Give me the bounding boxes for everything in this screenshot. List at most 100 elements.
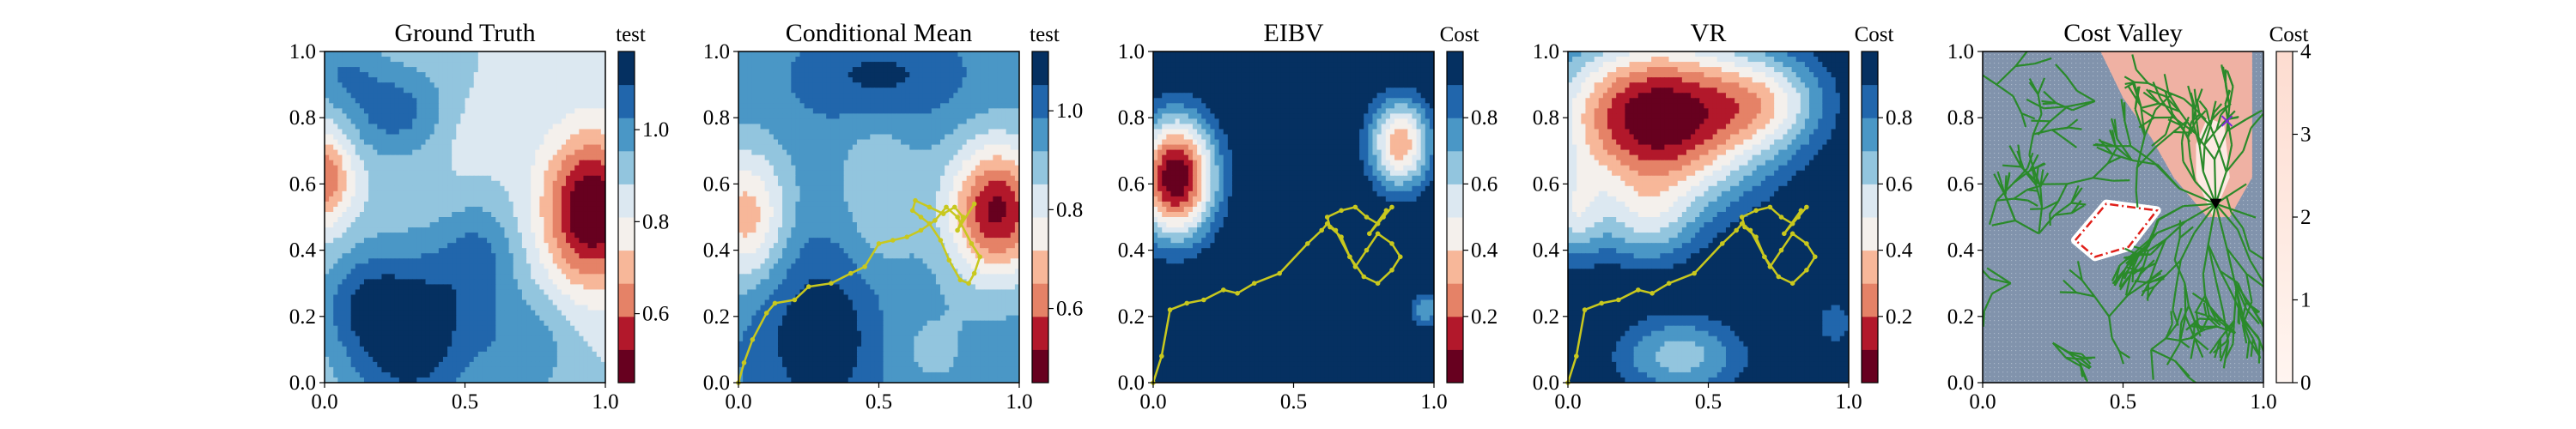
- heatmap-cell: [442, 144, 448, 151]
- heatmap-cell: [377, 351, 383, 358]
- heatmap-cell: [337, 341, 343, 347]
- heatmap-cell: [473, 351, 479, 358]
- heatmap-cell: [381, 113, 387, 120]
- heatmap-cell: [460, 108, 466, 114]
- heatmap-cell: [548, 139, 554, 146]
- heatmap-cell: [556, 88, 562, 94]
- heatmap-cell: [583, 113, 589, 120]
- heatmap-cell: [438, 243, 444, 249]
- heatmap-cell: [325, 366, 330, 373]
- heatmap-cell: [583, 243, 589, 249]
- heatmap-cell: [548, 361, 554, 368]
- heatmap-cell: [398, 57, 404, 63]
- heatmap-cell: [566, 315, 571, 322]
- heatmap-cell: [504, 124, 510, 130]
- heatmap-cell: [408, 233, 413, 239]
- heatmap-cell: [425, 185, 431, 192]
- heatmap-cell: [325, 258, 330, 264]
- heatmap-cell: [342, 341, 348, 347]
- heatmap-cell: [1010, 57, 1016, 63]
- heatmap-cell: [403, 330, 409, 337]
- heatmap-cell: [355, 82, 361, 88]
- heatmap-cell: [918, 57, 924, 63]
- heatmap-cell: [386, 201, 392, 208]
- heatmap-cell: [600, 67, 605, 73]
- heatmap-cell: [500, 305, 506, 311]
- heatmap-cell: [883, 51, 889, 57]
- heatmap-cell: [487, 129, 492, 136]
- heatmap-cell: [465, 170, 471, 177]
- heatmap-cell: [918, 67, 924, 73]
- heatmap-cell: [403, 139, 409, 146]
- heatmap-cell: [359, 315, 365, 322]
- heatmap-cell: [390, 274, 396, 280]
- heatmap-cell: [764, 93, 770, 99]
- heatmap-cell: [566, 305, 571, 311]
- heatmap-cell: [337, 154, 343, 161]
- heatmap-cell: [600, 165, 605, 172]
- heatmap-cell: [355, 103, 361, 109]
- heatmap-cell: [381, 289, 387, 296]
- heatmap-cell: [452, 346, 457, 353]
- heatmap-cell: [596, 129, 602, 136]
- heatmap-cell: [561, 227, 567, 233]
- heatmap-cell: [808, 77, 814, 83]
- heatmap-cell: [373, 330, 378, 337]
- heatmap-cell: [909, 98, 914, 104]
- heatmap-cell: [346, 356, 352, 363]
- heatmap-cell: [997, 67, 1003, 73]
- heatmap-cell: [587, 124, 593, 130]
- heatmap-cell: [346, 361, 352, 368]
- heatmap-cell: [469, 175, 475, 182]
- heatmap-cell: [337, 366, 343, 373]
- heatmap-cell: [465, 154, 471, 161]
- heatmap-cell: [570, 154, 575, 161]
- heatmap-cell: [592, 372, 598, 378]
- heatmap-cell: [957, 62, 963, 68]
- heatmap-cell: [508, 175, 514, 182]
- heatmap-cell: [548, 243, 554, 249]
- heatmap-cell: [350, 154, 356, 161]
- heatmap-cell: [438, 103, 444, 109]
- heatmap-cell: [412, 72, 417, 78]
- heatmap-cell: [521, 361, 527, 368]
- heatmap-cell: [927, 67, 933, 73]
- heatmap-cell: [839, 82, 845, 88]
- heatmap-cell: [342, 294, 348, 301]
- heatmap-cell: [491, 269, 496, 275]
- heatmap-cell: [566, 269, 571, 275]
- heatmap-cell: [491, 124, 496, 130]
- heatmap-cell: [438, 77, 444, 83]
- heatmap-cell: [416, 180, 422, 187]
- heatmap-cell: [592, 263, 598, 269]
- heatmap-cell: [491, 274, 496, 280]
- heatmap-cell: [535, 175, 540, 182]
- heatmap-cell: [325, 233, 330, 239]
- heatmap-cell: [325, 93, 330, 99]
- heatmap-cell: [487, 149, 492, 156]
- heatmap-cell: [377, 144, 383, 151]
- heatmap-cell: [368, 211, 374, 218]
- heatmap-cell: [386, 175, 392, 182]
- heatmap-cell: [491, 57, 496, 63]
- heatmap-cell: [495, 227, 501, 233]
- heatmap-cell: [373, 82, 378, 88]
- heatmap-cell: [456, 185, 461, 192]
- heatmap-cell: [513, 165, 519, 172]
- heatmap-cell: [583, 118, 589, 125]
- heatmap-cell: [583, 180, 589, 187]
- heatmap-cell: [570, 139, 575, 146]
- heatmap-cell: [363, 113, 369, 120]
- heatmap-cell: [517, 279, 523, 286]
- heatmap-cell: [583, 185, 589, 192]
- heatmap-cell: [556, 196, 562, 202]
- heatmap-cell: [574, 82, 580, 88]
- heatmap-cell: [377, 299, 383, 306]
- heatmap-cell: [539, 222, 545, 228]
- heatmap-cell: [587, 330, 593, 337]
- heatmap-cell: [600, 227, 605, 233]
- heatmap-cell: [350, 346, 356, 353]
- heatmap-cell: [412, 341, 417, 347]
- heatmap-cell: [429, 217, 435, 223]
- heatmap-cell: [408, 196, 413, 202]
